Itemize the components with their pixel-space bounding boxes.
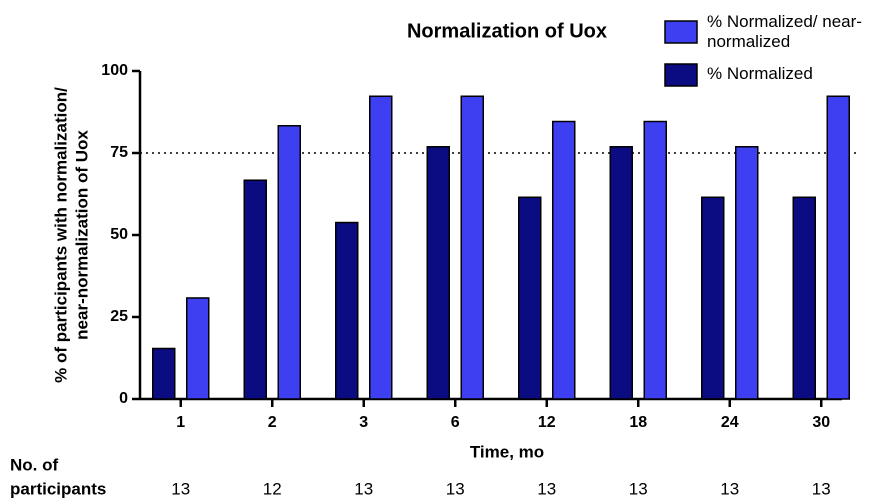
y-tick-label: 25 [110, 308, 128, 325]
y-axis-label-line: % of participants with normalization/ [51, 87, 70, 383]
x-tick-label: 2 [268, 414, 277, 431]
bar [609, 146, 633, 400]
chart-title: Normalization of Uox [407, 20, 607, 42]
y-tick-label: 0 [119, 390, 128, 407]
x-tick-label: 30 [812, 414, 830, 431]
participants-count: 13 [629, 479, 648, 498]
participants-count: 13 [537, 479, 556, 498]
legend-swatch [664, 63, 698, 87]
x-tick-label: 18 [629, 414, 647, 431]
x-tick-label: 1 [176, 414, 185, 431]
x-tick-label: 24 [721, 414, 739, 431]
bar [460, 95, 484, 400]
legend-label: % Normalized [707, 64, 813, 83]
y-tick-label: 100 [101, 62, 128, 79]
x-tick-label: 3 [359, 414, 368, 431]
bar [701, 196, 725, 400]
bar [552, 120, 576, 400]
x-tick-label: 12 [538, 414, 556, 431]
bar [643, 120, 667, 400]
participants-count: 13 [446, 479, 465, 498]
bar [152, 347, 176, 400]
bar [277, 125, 301, 400]
participants-count: 13 [354, 479, 373, 498]
bar [792, 196, 816, 400]
participants-count: 13 [171, 479, 190, 498]
y-axis-label-line: near-normalization of Uox [72, 130, 91, 340]
participants-count: 12 [263, 479, 282, 498]
y-axis-label: % of participants with normalization/ ne… [51, 87, 91, 383]
bar [426, 146, 450, 400]
bar [369, 95, 393, 400]
x-axis-label: Time, mo [470, 442, 544, 461]
participants-count: 13 [720, 479, 739, 498]
bar [826, 95, 850, 400]
y-tick-label: 75 [110, 144, 128, 161]
bar [518, 196, 542, 400]
bar [243, 179, 267, 400]
bar [186, 297, 210, 400]
y-tick-label: 50 [110, 226, 128, 243]
participants-count: 13 [812, 479, 831, 498]
bar [335, 221, 359, 400]
participants-label: participants [10, 479, 106, 498]
x-tick-label: 6 [451, 414, 460, 431]
participants-label: No. of [10, 455, 58, 474]
legend-swatch [664, 20, 698, 44]
legend-label: % Normalized/ near-normalized [707, 12, 862, 51]
bar [735, 146, 759, 400]
